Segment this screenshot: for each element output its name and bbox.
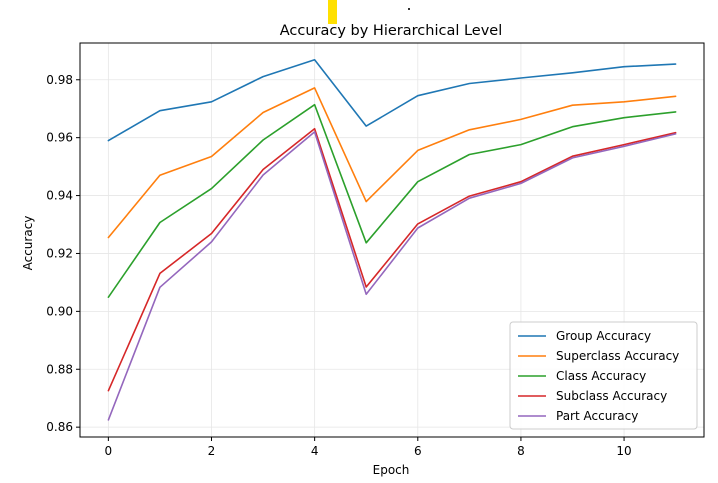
chart-title: Accuracy by Hierarchical Level <box>280 23 503 39</box>
plot-frame <box>79 42 705 438</box>
x-tick-label: 8 <box>517 444 525 458</box>
legend: Group Accuracy Superclass Accuracy Class A… <box>509 321 698 430</box>
x-axis-title: Epoch <box>373 463 410 477</box>
legend-label: Superclass Accuracy <box>556 349 679 363</box>
dot-mark <box>408 8 410 10</box>
y-tick-label: 0.88 <box>46 362 73 376</box>
y-tick-label: 0.96 <box>46 131 73 145</box>
series-line-superclass-accuracy <box>107 87 677 239</box>
axis-ticks: 0 2 4 6 8 10 0.86 0.88 0.90 0.92 0.94 0.96 0.98 <box>46 73 631 458</box>
y-tick-label: 0.92 <box>46 246 73 260</box>
x-tick-label: 2 <box>208 444 216 458</box>
x-tick-label: 4 <box>311 444 319 458</box>
y-tick-label: 0.98 <box>46 73 73 87</box>
series-line-subclass-accuracy <box>107 127 677 392</box>
series-line-part-accuracy <box>107 131 677 421</box>
legend-label: Subclass Accuracy <box>556 389 667 403</box>
legend-label: Part Accuracy <box>556 409 638 423</box>
legend-label: Group Accuracy <box>556 329 651 343</box>
y-tick-label: 0.90 <box>46 304 73 318</box>
grid <box>80 43 704 437</box>
x-tick-label: 0 <box>105 444 113 458</box>
y-tick-label: 0.94 <box>46 189 73 203</box>
legend-label: Class Accuracy <box>556 369 646 383</box>
series-lines <box>107 58 677 421</box>
y-axis-title: Accuracy <box>21 216 35 271</box>
x-tick-label: 10 <box>616 444 631 458</box>
y-tick-label: 0.86 <box>46 420 73 434</box>
x-tick-label: 6 <box>414 444 422 458</box>
legend-box <box>509 321 698 430</box>
series-line-group-accuracy <box>107 58 677 142</box>
highlight-mark <box>328 0 337 24</box>
series-line-class-accuracy <box>107 103 677 299</box>
